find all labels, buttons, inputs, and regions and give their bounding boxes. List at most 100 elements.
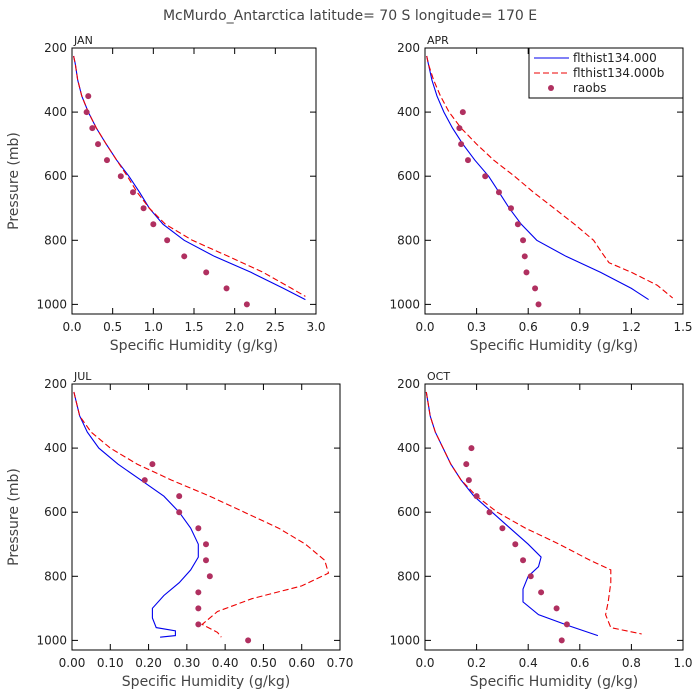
y-axis-label: Pressure (mb): [6, 132, 22, 230]
panel-apr: APR 0.0 0.3 0.6 0.9 1.2 1.5 200 400 600 800 1000 Spe…: [389, 34, 692, 354]
y-tick-label: 400: [397, 441, 420, 455]
raobs-point: [499, 525, 506, 532]
series-line-dashed: [425, 391, 642, 635]
raobs-point: [140, 205, 147, 212]
series-line-dashed: [73, 391, 330, 638]
plot-frame: [71, 47, 317, 315]
y-tick-label: 1000: [36, 297, 67, 311]
y-tick-label: 800: [44, 233, 67, 247]
x-tick-label: 1.2: [622, 320, 641, 334]
series-line-dashed: [73, 55, 306, 297]
y-tick-label: 200: [44, 41, 67, 55]
y-tick-label: 600: [44, 169, 67, 183]
y-tick-label: 1000: [36, 633, 67, 647]
raobs-point: [195, 589, 202, 596]
raobs-point: [130, 189, 136, 196]
y-tick-label: 800: [397, 233, 420, 247]
x-tick-label: 0.3: [467, 320, 486, 334]
series-line-solid: [426, 55, 649, 301]
panel-title: APR: [427, 34, 449, 47]
x-tick-label: 0.5: [103, 320, 122, 334]
series-line-solid: [425, 391, 599, 637]
x-axis-label: Specific Humidity (g/kg): [110, 338, 278, 354]
raobs-point: [520, 557, 527, 564]
raobs-point: [458, 141, 465, 148]
raobs-point: [245, 637, 252, 644]
raobs-point: [195, 621, 202, 628]
raobs-point: [514, 221, 521, 228]
x-tick-label: 0.00: [59, 656, 86, 670]
raobs-point: [83, 109, 90, 116]
x-tick-label: 3.0: [306, 320, 325, 334]
raobs-point: [181, 253, 188, 260]
series-group: [73, 55, 306, 308]
raobs-point: [243, 301, 250, 308]
x-tick-label: 0.0: [415, 320, 434, 334]
series-line-dashed: [426, 55, 674, 299]
x-tick-label: 0.8: [622, 656, 641, 670]
raobs-point: [456, 125, 463, 132]
x-tick-label: 0.60: [288, 656, 315, 670]
y-tick-label: 1000: [389, 297, 420, 311]
raobs-point: [463, 461, 470, 468]
raobs-point: [85, 93, 92, 100]
raobs-point: [473, 493, 480, 500]
figure-title: McMurdo_Antarctica latitude= 70 S longit…: [163, 8, 537, 24]
raobs-point: [141, 477, 148, 484]
panel-oct: OCT 0.0 0.2 0.4 0.6 0.8 1.0 200 400 600 800 1000 Spe…: [389, 370, 692, 690]
raobs-point: [203, 557, 209, 564]
raobs-point: [117, 173, 124, 180]
x-tick-label: 0.9: [570, 320, 589, 334]
x-tick-label: 1.0: [144, 320, 163, 334]
raobs-point: [195, 605, 202, 612]
raobs-point: [523, 269, 530, 276]
raobs-point: [95, 141, 102, 148]
raobs-point: [508, 205, 514, 212]
raobs-point: [495, 189, 502, 196]
y-tick-label: 400: [44, 441, 67, 455]
raobs-point: [223, 285, 230, 292]
raobs-point: [512, 541, 519, 548]
raobs-point: [468, 445, 475, 452]
legend-label: raobs: [573, 81, 607, 95]
raobs-point: [203, 269, 210, 276]
x-tick-label: 0.6: [570, 656, 589, 670]
raobs-point: [176, 509, 183, 516]
raobs-point: [532, 285, 539, 292]
raobs-point: [176, 493, 183, 500]
raobs-point: [482, 173, 489, 180]
x-tick-label: 0.50: [250, 656, 277, 670]
series-group: [73, 391, 330, 644]
y-tick-label: 200: [397, 377, 420, 391]
legend-label: flthist134.000: [573, 51, 657, 65]
plot-frame: [424, 383, 684, 651]
raobs-point: [203, 541, 209, 548]
x-axis-label: Specific Humidity (g/kg): [122, 674, 290, 690]
y-tick-label: 1000: [389, 633, 420, 647]
raobs-point: [558, 637, 565, 644]
y-tick-label: 600: [44, 505, 67, 519]
raobs-point: [150, 221, 157, 228]
y-tick-label: 600: [397, 169, 420, 183]
panel-jul: JUL 0.00 0.10 0.20 0.30 0.40 0.50 0.60 0.70 200 40…: [6, 370, 353, 690]
y-tick-label: 200: [397, 41, 420, 55]
legend-label: flthist134.000b: [573, 66, 664, 80]
raobs-point: [535, 301, 542, 308]
series-group: [425, 391, 642, 644]
raobs-point: [149, 461, 156, 468]
raobs-point: [89, 125, 96, 132]
plot-frame: [71, 383, 341, 651]
y-tick-label: 400: [44, 105, 67, 119]
raobs-point: [195, 525, 202, 532]
y-tick-label: 800: [397, 569, 420, 583]
y-tick-label: 600: [397, 505, 420, 519]
x-axis-label: Specific Humidity (g/kg): [470, 674, 638, 690]
panel-title: JAN: [73, 34, 93, 47]
raobs-point: [206, 573, 213, 580]
panel-title: OCT: [427, 370, 450, 383]
raobs-point: [520, 237, 527, 244]
x-tick-label: 0.30: [173, 656, 200, 670]
raobs-point: [563, 621, 570, 628]
x-tick-label: 0.0: [62, 320, 81, 334]
